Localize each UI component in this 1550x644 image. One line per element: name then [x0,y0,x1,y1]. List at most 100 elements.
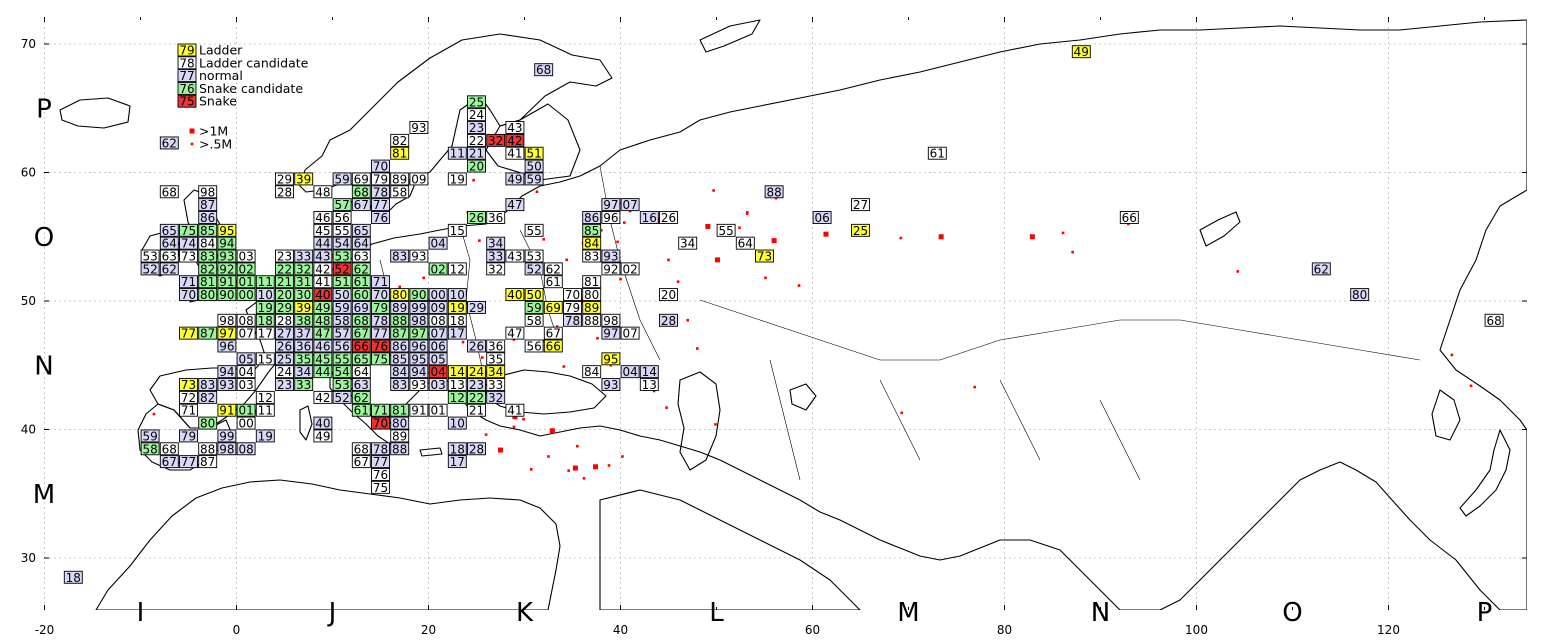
cell-box [447,416,467,430]
x-tick-label: -20 [35,623,55,637]
cell-label: 66 [354,339,369,353]
cell-box [927,146,947,160]
cell-label: 41 [315,275,330,289]
legend-swatch [177,81,197,95]
cell-label: 43 [507,121,522,135]
grid-cell: 99 [409,301,429,315]
row-letter: N [34,351,53,381]
cell-label: 91 [219,275,234,289]
grid-cell: 33 [294,250,314,264]
grid-cell: 36 [486,211,506,225]
cell-box [524,159,544,173]
cell-label: 06 [814,211,829,225]
cell-label: 67 [354,327,369,341]
grid-cell: 82 [198,262,218,276]
cell-box [275,365,294,379]
cell-label: 79 [181,429,196,443]
grid-cell: 58 [390,185,410,199]
cell-box [659,313,678,327]
cell-box [390,429,410,443]
cell-label: 79 [373,301,388,315]
grid-cell: 94 [217,365,237,379]
cell-label: 80 [392,288,407,302]
grid-cell: 22 [275,262,294,276]
grid-cell: 59 [524,172,544,186]
grid-cell: 32 [294,262,314,276]
cell-box [236,262,256,276]
grid-cell: 45 [313,352,333,366]
cell-box [275,378,294,391]
cell-box [198,442,218,456]
cell-label: 71 [181,275,196,289]
city-marker-small [714,423,717,426]
cell-label: 84 [584,365,599,379]
grid-cell: 33 [486,378,506,392]
cell-label: 41 [507,404,522,418]
grid-cell: 35 [294,352,314,366]
cell-box [563,288,582,302]
cell-label: 70 [181,288,196,302]
grid-cell: 68 [534,63,554,77]
grid-cell: 91 [409,404,429,418]
grid-cell: 52 [524,262,544,276]
cell-box [486,262,506,276]
cell-box [351,455,371,469]
cell-box [275,262,294,276]
grid-cell: 56 [332,339,352,353]
cell-label: 28 [277,314,292,328]
cell-label: 05 [238,352,253,366]
cell-box [313,339,333,353]
cell-box [428,378,448,391]
city-marker-small [899,236,903,240]
cell-label: 55 [526,224,541,238]
grid-cell: 44 [313,365,333,379]
cell-box [179,236,198,250]
cell-label: 53 [334,378,349,392]
cell-label: 50 [526,160,541,174]
cell-box [467,133,486,147]
grid-cell: 49 [313,301,333,315]
city-marker-large [656,217,662,223]
grid-cell: 53 [524,250,544,264]
grid-cell: 23 [275,249,294,264]
grid-cell: 24 [467,365,486,379]
cell-box [447,300,467,314]
cell-box [351,339,371,353]
legend-swatch [177,56,197,70]
cell-box [159,236,179,250]
cell-label: 49 [1074,45,1089,59]
cell-box [351,390,371,404]
city-marker-small [522,417,525,421]
cell-box [409,339,429,353]
cell-label: 24 [469,108,484,122]
cell-label: 29 [469,301,484,315]
cell-box [140,262,160,276]
cell-label: 63 [354,378,369,392]
cell-label: 65 [354,224,369,238]
cell-label: 75 [181,224,196,238]
cell-label: 44 [315,365,330,379]
cell-box [313,249,333,263]
cell-box [332,249,352,263]
cell-label: 86 [392,339,407,353]
cell-label: 87 [200,198,215,212]
cell-label: 57 [334,327,349,341]
cell-box [447,365,467,379]
grid-cell: 48 [313,185,333,199]
city-marker-small [542,339,545,343]
legend-item: 77 normal [177,68,243,83]
cell-label: 40 [315,417,330,431]
cell-label: 49 [315,301,330,315]
cell-box [275,249,294,263]
cell-box [351,288,371,302]
cell-box [659,288,678,302]
grid-cell: 11 [255,404,275,418]
grid-cell: 07 [236,327,256,341]
cell-box [275,275,294,289]
cell-box [505,326,525,340]
grid-cell: 83 [390,250,410,264]
cell-box [255,313,275,327]
grid-cell: 06 [428,339,448,353]
grid-cell: 90 [409,288,429,302]
cell-box [179,249,198,263]
